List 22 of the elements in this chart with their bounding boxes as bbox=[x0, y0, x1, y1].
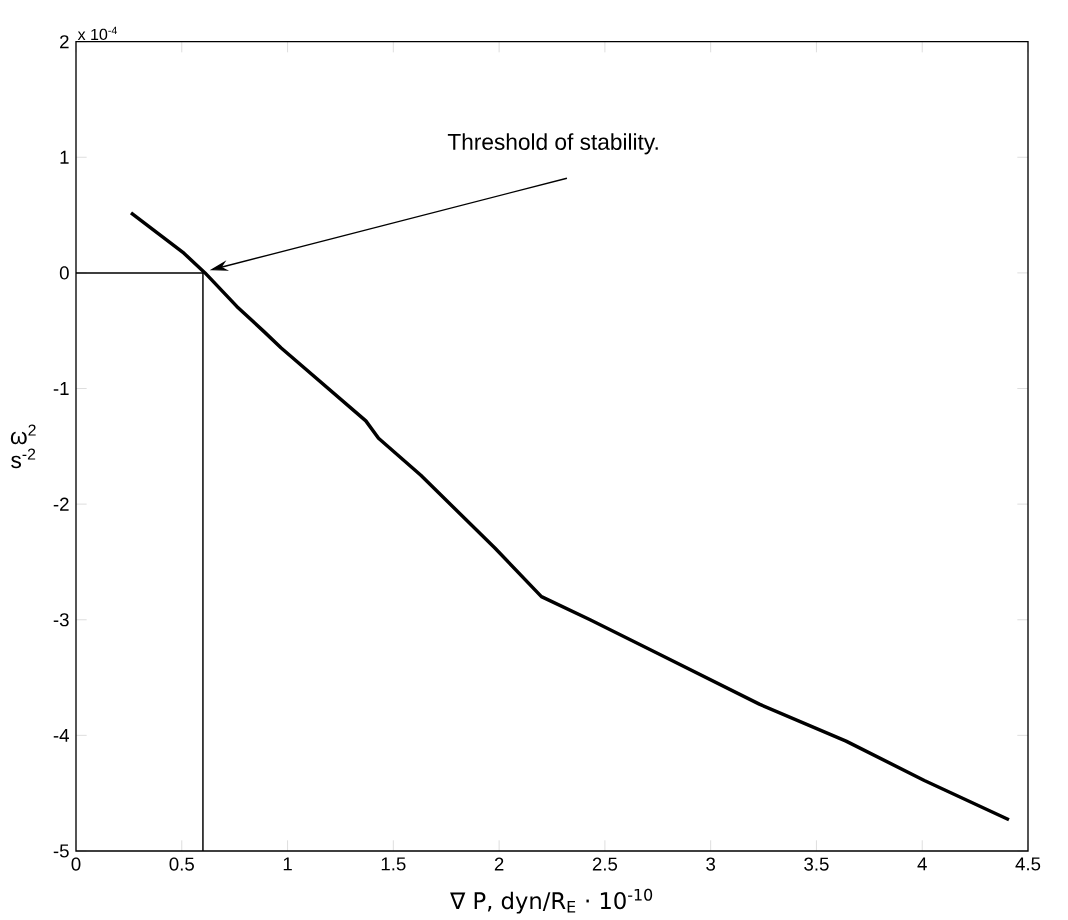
text: x 10$^{-4}$ bbox=[77, 26, 118, 41]
x-tick-label: 4 bbox=[917, 857, 927, 871]
x-tick-label: 2.5 bbox=[592, 857, 618, 871]
x-tick-label: 3.5 bbox=[804, 857, 829, 871]
y-tick-label: -4 bbox=[53, 729, 69, 742]
text: ω$^{2}$ s$^{-2}$ bbox=[10, 424, 36, 469]
y-tick-label: -1 bbox=[53, 382, 69, 396]
y-tick-label: 1 bbox=[60, 150, 69, 164]
annotation: Threshold of stability. bbox=[447, 133, 658, 155]
y-tick-label: -3 bbox=[53, 613, 69, 627]
x-tick-label: 2 bbox=[494, 857, 504, 871]
x-tick-label: 3 bbox=[706, 857, 716, 871]
x-tick-label: 0.5 bbox=[169, 857, 194, 871]
x-axis-title: ∇ P, dyn/R$_{E}$ · 10$^{-10}$ bbox=[450, 888, 653, 914]
x-tick-label: 4.5 bbox=[1015, 857, 1041, 871]
y-tick-label: -2 bbox=[53, 497, 69, 511]
y-tick-label: 0 bbox=[59, 266, 69, 280]
y-tick-label: -5 bbox=[53, 844, 69, 858]
y-tick-label: 2 bbox=[60, 35, 69, 49]
x-tick-label: 1 bbox=[283, 857, 292, 871]
x-tick-label: 1.5 bbox=[381, 857, 406, 871]
x-tick-label: 0 bbox=[71, 857, 81, 871]
